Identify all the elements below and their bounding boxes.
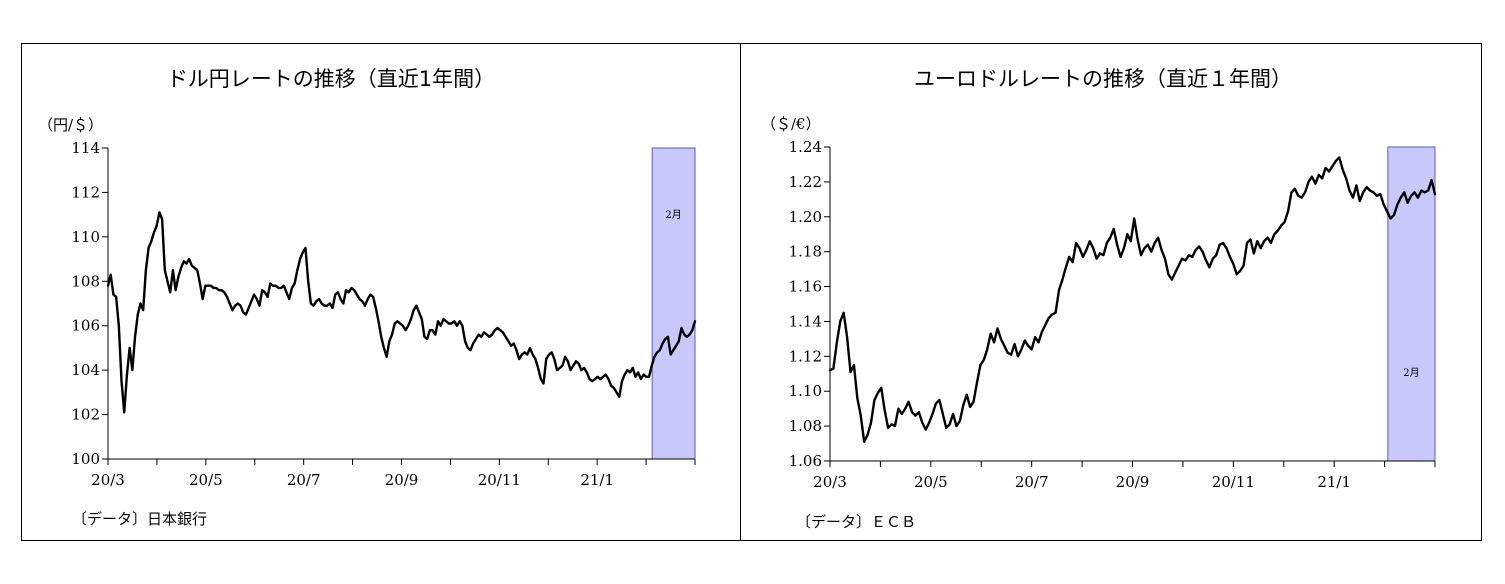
y-tick-label: 110 — [71, 228, 100, 246]
y-tick-label: 104 — [71, 361, 100, 379]
x-tick-label: 20/11 — [478, 471, 521, 489]
chart-title: ユーロドルレートの推移（直近１年間） — [914, 67, 1292, 91]
y-unit-label: （円/＄） — [38, 116, 103, 134]
band-label: 2月 — [1403, 367, 1419, 379]
y-tick-label: 1.20 — [789, 208, 822, 226]
x-tick-label: 20/9 — [385, 471, 419, 489]
usd-jpy-chart: ドル円レートの推移（直近1年間） （円/＄） 〔データ〕日本銀行 100 102 1… — [38, 67, 697, 528]
x-tick-label: 21/1 — [1317, 473, 1351, 491]
x-tick-label: 20/7 — [1015, 473, 1049, 491]
x-tick-label: 20/5 — [189, 471, 223, 489]
x-tick-label: 20/3 — [91, 471, 125, 489]
y-tick-label: 1.12 — [789, 347, 822, 365]
y-tick-label: 1.24 — [789, 138, 822, 156]
y-tick-label: 112 — [71, 183, 100, 201]
y-tick-label: 1.08 — [789, 417, 822, 435]
y-unit-label: （＄/€） — [761, 115, 821, 133]
chart-title: ドル円レートの推移（直近1年間） — [167, 67, 495, 91]
y-tick-label: 1.22 — [789, 173, 822, 191]
y-tick-label: 1.18 — [789, 243, 822, 261]
series-line — [106, 211, 697, 414]
series-line — [828, 156, 1437, 444]
y-tick-label: 100 — [71, 450, 100, 468]
y-tick-label: 114 — [71, 139, 100, 157]
x-tick-label: 21/1 — [580, 471, 614, 489]
band-label: 2月 — [665, 209, 681, 221]
usd-jpy-chart-panel: ドル円レートの推移（直近1年間） （円/＄） 〔データ〕日本銀行 100 102 1… — [21, 43, 741, 541]
y-tick-label: 1.06 — [789, 452, 822, 470]
february-highlight-band — [1387, 146, 1436, 462]
x-tick-label: 20/7 — [287, 471, 321, 489]
february-highlight-band — [651, 147, 696, 460]
y-tick-label: 102 — [71, 406, 100, 424]
eur-usd-chart-panel: ユーロドルレートの推移（直近１年間） （＄/€） 〔データ〕ＥＣＢ 1.06 1.… — [740, 43, 1482, 541]
x-tick-label: 20/5 — [914, 473, 948, 491]
y-tick-label: 106 — [71, 317, 100, 335]
data-source-label: 〔データ〕ＥＣＢ — [796, 513, 916, 531]
x-tick-label: 20/3 — [813, 473, 847, 491]
y-tick-label: 1.16 — [789, 278, 822, 296]
x-tick-label: 20/11 — [1212, 473, 1255, 491]
y-tick-label: 1.10 — [789, 382, 822, 400]
data-source-label: 〔データ〕日本銀行 — [72, 510, 207, 528]
x-tick-label: 20/9 — [1116, 473, 1150, 491]
y-tick-label: 108 — [71, 272, 100, 290]
eur-usd-chart: ユーロドルレートの推移（直近１年間） （＄/€） 〔データ〕ＥＣＢ 1.06 1.… — [761, 67, 1437, 531]
y-tick-label: 1.14 — [789, 312, 822, 330]
